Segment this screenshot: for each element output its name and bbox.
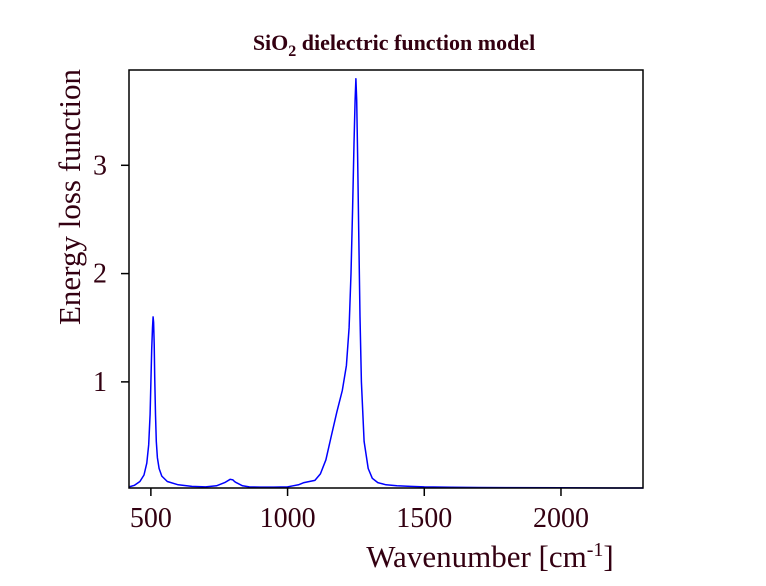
chart-title-suffix: dielectric function model <box>296 30 535 55</box>
y-axis-title: Energy loss function <box>52 69 87 326</box>
chart-title-prefix: SiO <box>253 30 288 55</box>
plot-frame <box>128 69 644 489</box>
x-tick-label: 1500 <box>396 503 452 534</box>
plot-layer <box>128 77 643 489</box>
x-axis-title: Wavenumber [cm-1] <box>366 539 613 574</box>
series-line <box>128 77 643 489</box>
x-axis-title-suffix: ] <box>603 539 613 574</box>
chart-title-subscript: 2 <box>288 43 296 60</box>
x-tick-label: 2000 <box>533 503 589 534</box>
x-axis-title-superscript: -1 <box>587 539 604 561</box>
y-tick-label: 3 <box>93 150 107 181</box>
x-tick-label: 1000 <box>260 503 316 534</box>
ticks-layer: 500 1000 1500 2000 1 2 3 <box>93 150 589 534</box>
x-axis-title-prefix: Wavenumber [cm <box>366 539 586 574</box>
x-tick-label: 500 <box>130 503 172 534</box>
y-tick-label: 2 <box>93 259 107 290</box>
y-tick-label: 1 <box>93 367 107 398</box>
chart-title: SiO2 dielectric function model <box>253 30 535 60</box>
